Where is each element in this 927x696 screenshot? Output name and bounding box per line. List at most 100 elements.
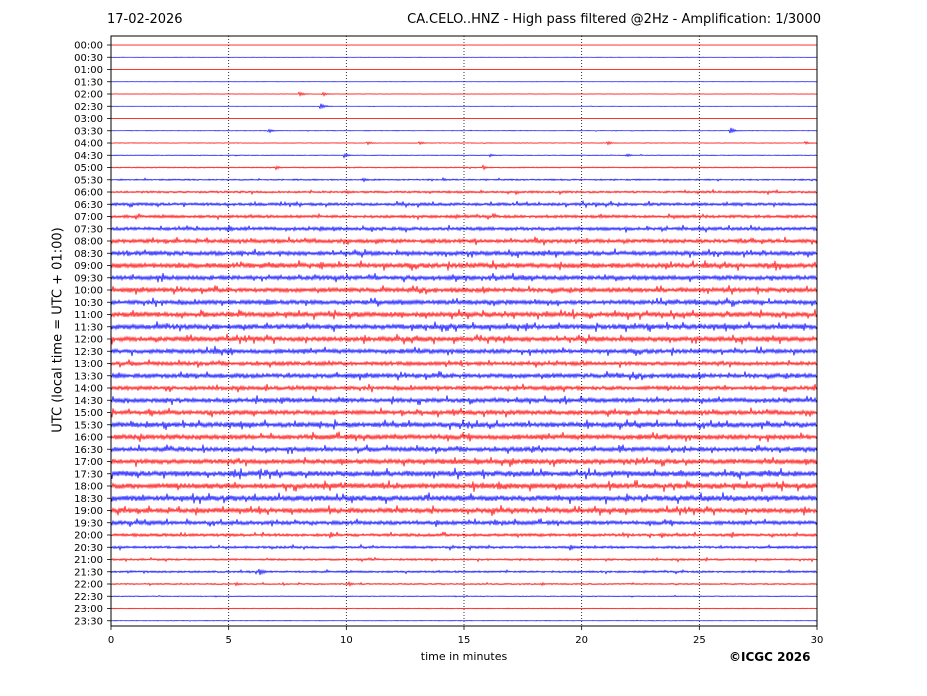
trace-row-2100 (110, 556, 818, 563)
trace-row-1030 (110, 297, 818, 308)
trace-row-1730 (110, 467, 818, 480)
x-tick-label: 5 (225, 635, 231, 646)
y-tick-label: 01:00 (74, 65, 103, 76)
trace-row-0500 (110, 164, 818, 171)
y-tick-label: 02:30 (74, 102, 103, 113)
trace-row-1000 (110, 285, 818, 295)
trace-row-0230 (110, 103, 818, 110)
y-tick-label: 04:00 (74, 139, 103, 150)
y-tick-label: 03:30 (74, 126, 103, 137)
trace-row-1230 (110, 345, 818, 357)
trace-row-1530 (110, 419, 818, 430)
trace-row-1830 (110, 492, 818, 505)
y-tick-label: 20:30 (74, 543, 103, 554)
trace-row-0730 (110, 224, 818, 233)
x-tick-label: 15 (458, 635, 471, 646)
y-tick-label: 04:30 (74, 151, 103, 162)
x-tick-label: 30 (811, 635, 824, 646)
trace-row-2230 (110, 594, 818, 598)
trace-row-1500 (110, 407, 818, 418)
y-tick-label: 10:00 (74, 286, 103, 297)
trace-row-0430 (110, 152, 818, 159)
trace-row-1600 (110, 431, 818, 443)
trace-row-1930 (110, 518, 818, 528)
trace-row-2300 (110, 607, 818, 610)
y-tick-label: 06:30 (74, 200, 103, 211)
x-axis-label: time in minutes (420, 650, 508, 663)
y-tick-label: 07:00 (74, 212, 103, 223)
trace-row-1630 (110, 444, 818, 455)
y-tick-label: 22:30 (74, 592, 103, 603)
copyright-notice: ©ICGC 2026 (729, 650, 811, 664)
y-tick-label: 21:00 (74, 555, 103, 566)
trace-row-0830 (110, 248, 818, 259)
y-tick-label: 18:00 (74, 482, 103, 493)
plot-frame (110, 35, 818, 627)
y-tick-label: 00:00 (74, 41, 103, 52)
y-tick-label: 12:00 (74, 335, 103, 346)
trace-row-0700 (110, 212, 818, 221)
y-tick-label: 05:00 (74, 163, 103, 174)
trace-row-1900 (110, 504, 818, 516)
y-tick-label: 03:00 (74, 114, 103, 125)
trace-row-0400 (110, 140, 818, 146)
y-tick-label: 15:30 (74, 420, 103, 431)
trace-row-0900 (110, 260, 818, 271)
x-tick-label: 25 (693, 635, 706, 646)
trace-row-0200 (110, 91, 818, 97)
y-tick-label: 11:00 (74, 310, 103, 321)
y-tick-label: 00:30 (74, 53, 103, 64)
y-tick-label: 16:30 (74, 445, 103, 456)
chart-title: CA.CELO..HNZ - High pass filtered @2Hz -… (407, 12, 821, 27)
y-tick-label: 17:30 (74, 469, 103, 480)
y-tick-label: 21:30 (74, 567, 103, 578)
trace-row-2000 (110, 531, 818, 539)
trace-row-1430 (110, 395, 818, 406)
trace-row-1200 (110, 333, 818, 345)
x-tick-label: 10 (340, 635, 353, 646)
y-tick-label: 22:00 (74, 580, 103, 591)
y-tick-label: 14:00 (74, 384, 103, 395)
y-tick-label: 10:30 (74, 298, 103, 309)
y-tick-label: 23:30 (74, 616, 103, 627)
y-tick-label: 19:00 (74, 506, 103, 517)
y-tick-label: 05:30 (74, 175, 103, 186)
trace-row-1300 (110, 359, 818, 368)
trace-row-1100 (110, 309, 818, 320)
x-tick-label: 20 (575, 635, 588, 646)
y-tick-label: 20:00 (74, 531, 103, 542)
trace-row-2200 (110, 580, 818, 588)
trace-row-1330 (110, 370, 818, 381)
trace-row-2130 (110, 568, 818, 576)
y-tick-label: 02:00 (74, 90, 103, 101)
trace-row-2030 (110, 543, 818, 552)
y-tick-label: 17:00 (74, 457, 103, 468)
y-tick-label: 08:30 (74, 249, 103, 260)
y-tick-label: 14:30 (74, 396, 103, 407)
y-tick-label: 09:30 (74, 273, 103, 284)
record-date: 17-02-2026 (107, 12, 183, 27)
y-tick-label: 13:00 (74, 359, 103, 370)
y-tick-label: 15:00 (74, 408, 103, 419)
y-tick-label: 13:30 (74, 371, 103, 382)
trace-row-0630 (110, 199, 818, 209)
y-tick-label: 08:00 (74, 237, 103, 248)
y-tick-label: 07:30 (74, 224, 103, 235)
trace-row-0800 (110, 236, 818, 246)
y-tick-label: 18:30 (74, 494, 103, 505)
trace-row-1700 (110, 456, 818, 468)
trace-row-2330 (110, 619, 818, 622)
trace-row-1130 (110, 321, 818, 333)
trace-row-1800 (110, 479, 818, 493)
y-tick-label: 16:00 (74, 433, 103, 444)
y-tick-label: 11:30 (74, 322, 103, 333)
y-tick-label: 19:30 (74, 518, 103, 529)
trace-row-0530 (110, 176, 818, 183)
trace-row-1400 (110, 383, 818, 393)
y-tick-label: 23:00 (74, 604, 103, 615)
trace-row-0000 (110, 44, 818, 46)
y-tick-label: 09:00 (74, 261, 103, 272)
y-tick-label: 01:30 (74, 77, 103, 88)
